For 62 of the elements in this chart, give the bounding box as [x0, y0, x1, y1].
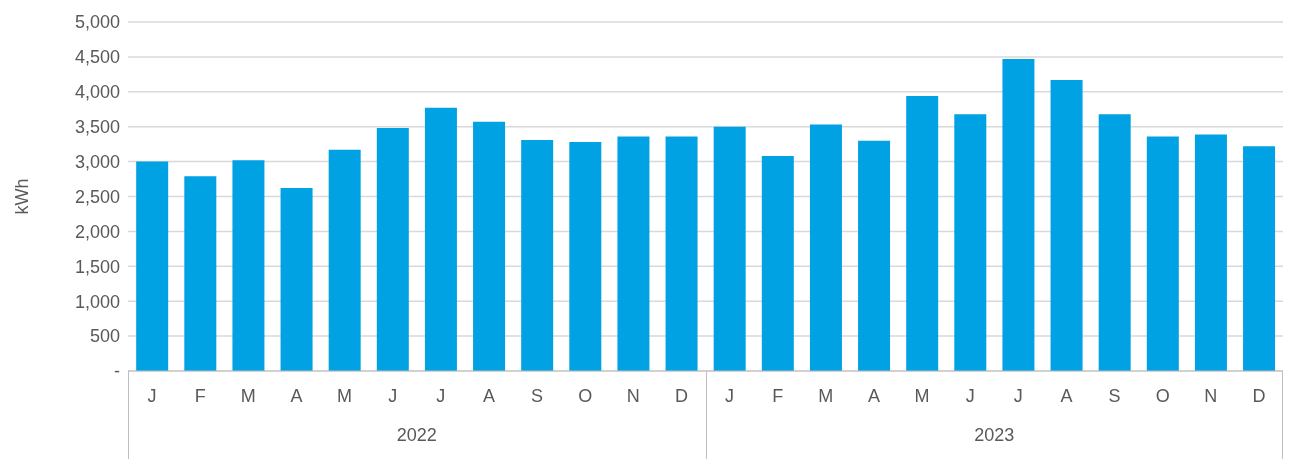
text: 2022	[395, 425, 438, 446]
x-tick-label: J	[1013, 385, 1023, 406]
x-tick-label: F	[194, 385, 206, 406]
bar	[713, 126, 746, 371]
bar	[424, 107, 457, 371]
bar	[665, 136, 698, 371]
bar	[184, 176, 217, 371]
x-tick-label: M	[914, 385, 930, 406]
x-tick-label: J	[725, 385, 735, 406]
y-tick-label: 2,500	[74, 186, 120, 207]
bar	[809, 124, 842, 371]
bar	[376, 128, 409, 371]
x-tick-label: O	[1155, 385, 1170, 406]
y-tick-label: 500	[89, 326, 120, 347]
bar	[136, 161, 169, 371]
x-tick-label: F	[772, 385, 784, 406]
x-tick-label: N	[626, 385, 640, 406]
bar	[954, 114, 987, 371]
x-tick-label: J	[436, 385, 446, 406]
y-tick-label: 3,500	[74, 117, 120, 138]
text: 2023	[973, 425, 1016, 446]
x-tick-label: M	[337, 385, 353, 406]
y-tick-label: 4,500	[74, 47, 120, 68]
x-tick-label: A	[1060, 385, 1073, 406]
bar	[1050, 79, 1083, 371]
bar	[1194, 134, 1227, 371]
bar	[232, 160, 265, 371]
bar	[1098, 114, 1131, 371]
y-axis-title: kWh	[12, 178, 33, 215]
x-tick-label: S	[1108, 385, 1121, 406]
bar	[1146, 136, 1179, 371]
bar	[761, 156, 794, 371]
y-tick-label: -	[114, 361, 120, 382]
x-tick-label: N	[1204, 385, 1218, 406]
y-tick-label: 1,500	[74, 256, 120, 277]
x-tick-label: D	[1252, 385, 1266, 406]
x-tick-label: M	[240, 385, 256, 406]
bar	[617, 136, 650, 371]
y-tick-label: 2,000	[74, 221, 120, 242]
bar	[280, 188, 313, 371]
y-tick-label: 4,000	[74, 82, 120, 103]
x-tick-label: A	[482, 385, 495, 406]
bar	[1243, 146, 1276, 371]
x-tick-label: M	[818, 385, 834, 406]
y-tick-label: 3,000	[74, 151, 120, 172]
x-tick-label: O	[578, 385, 593, 406]
bar	[1002, 58, 1035, 371]
x-tick-label: J	[965, 385, 975, 406]
x-tick-label: J	[147, 385, 157, 406]
x-tick-label: A	[290, 385, 303, 406]
y-tick-label: 5,000	[74, 12, 120, 33]
bar	[521, 139, 554, 371]
x-tick-label: A	[867, 385, 880, 406]
x-tick-label: J	[388, 385, 398, 406]
bar	[858, 140, 891, 371]
bar	[569, 142, 602, 371]
x-tick-label: D	[674, 385, 688, 406]
y-tick-label: 1,000	[74, 291, 120, 312]
x-tick-label: S	[531, 385, 544, 406]
bar	[906, 95, 939, 371]
bar	[328, 149, 361, 371]
bar	[473, 121, 506, 371]
